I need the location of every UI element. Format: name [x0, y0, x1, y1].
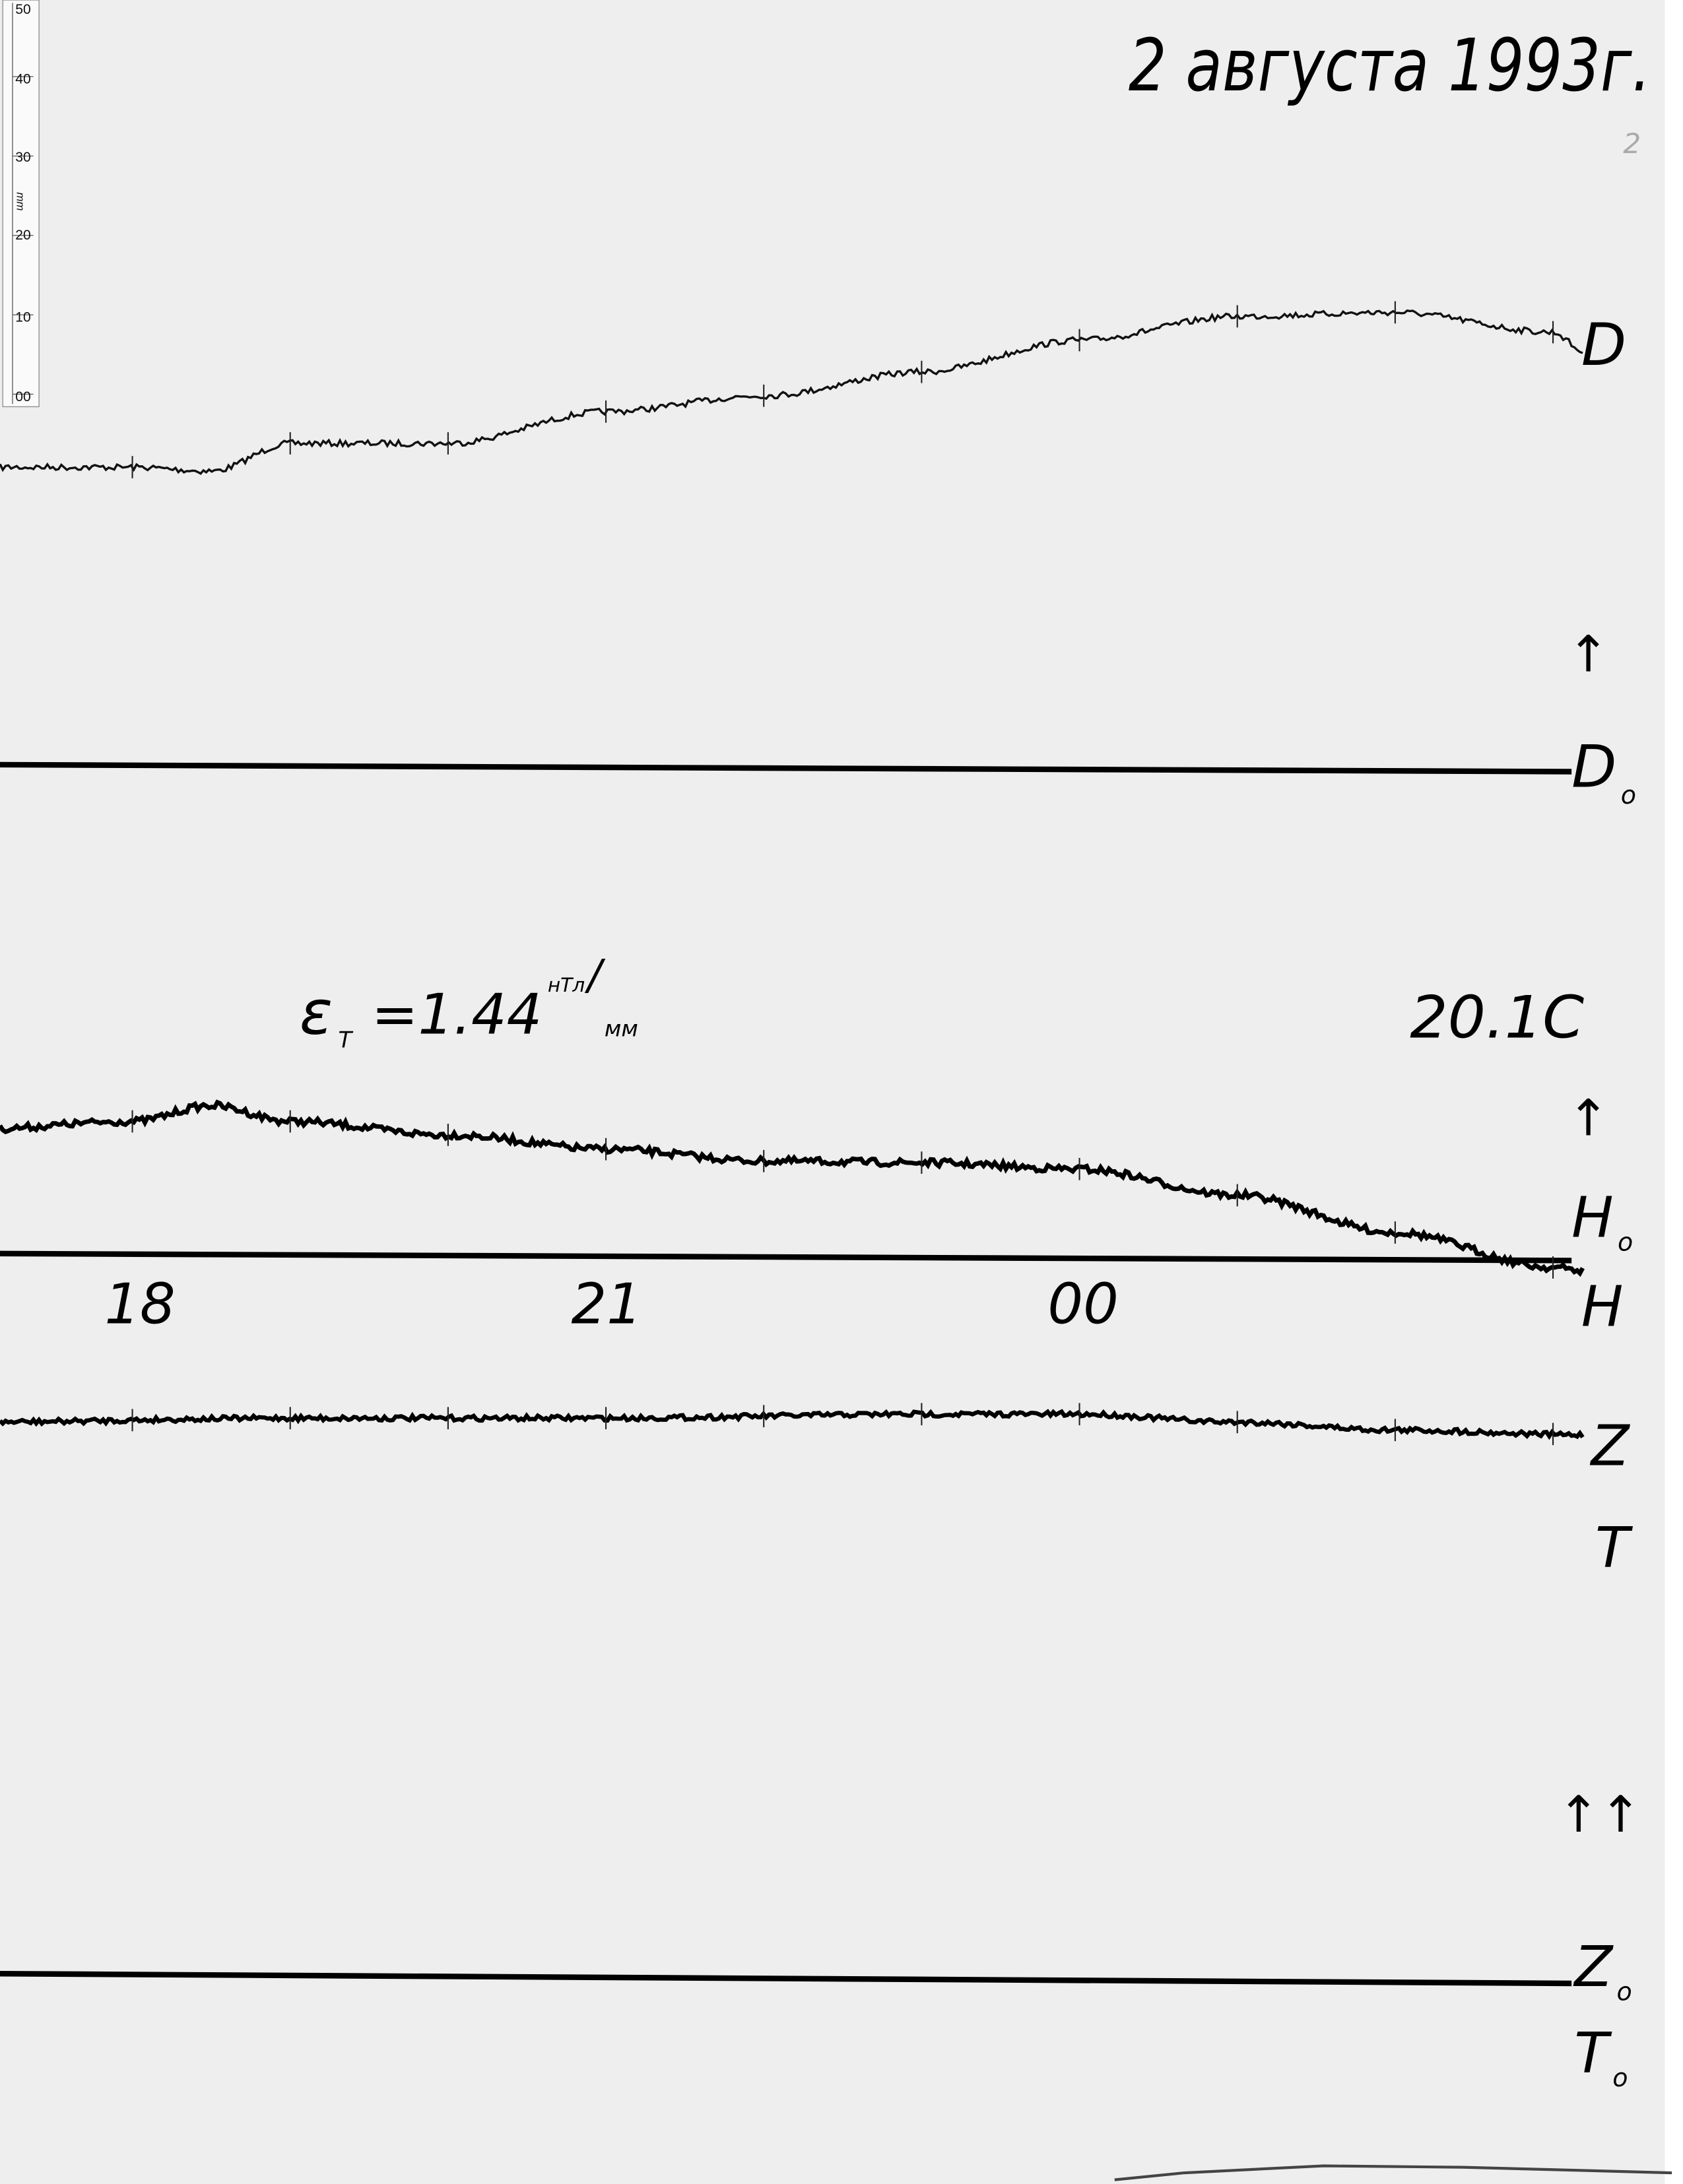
time-tick-18: 18 [104, 1271, 175, 1336]
mm-ruler: 00 10 20 30 40 50 mm [2, 0, 40, 408]
label-D0-sub: o [1621, 781, 1636, 810]
label-Z: Z [1590, 1414, 1631, 1479]
ruler-tick-50: 50 [15, 2, 30, 17]
label-H0-letter: H [1571, 1186, 1613, 1250]
scale-subscript: T [338, 1027, 353, 1052]
date-title: 2 августа 1993г. [1129, 23, 1651, 108]
arrow-up-H: ↑ [1568, 1088, 1610, 1147]
trace-D [0, 309, 1583, 475]
double-arrow-up-ZT: ↑↑ [1558, 1785, 1641, 1844]
scale-symbol: ε [300, 977, 333, 1048]
label-D0-letter: D [1571, 733, 1616, 801]
scale-unit-bottom: мм [605, 1016, 638, 1042]
scale-value: =1.44 [372, 982, 543, 1046]
next-sheet-trace-fragment [1114, 2164, 1672, 2181]
ruler-unit: mm [14, 192, 26, 210]
label-H0-sub: o [1618, 1228, 1633, 1257]
time-tick-21: 21 [571, 1271, 642, 1336]
label-T0-sub: o [1612, 2063, 1628, 2092]
label-T: T [1595, 1516, 1634, 1580]
temperature-label: 20.1C [1410, 984, 1584, 1052]
paper-edge [1665, 0, 1683, 2184]
baseline-D0 [0, 761, 1572, 775]
ruler-tick-30: 30 [15, 150, 30, 165]
baseline-Z0 [0, 1970, 1572, 1987]
arrow-up-D: ↑ [1568, 625, 1610, 684]
scale-unit-top: нТл [548, 974, 585, 996]
traces [0, 302, 1585, 1446]
sheet-number: 2 [1623, 127, 1641, 160]
trace-H [0, 1099, 1585, 1277]
ruler-tick-40: 40 [15, 72, 30, 87]
ruler-tick-00: 00 [15, 389, 30, 404]
ruler-tick-20: 20 [15, 228, 30, 243]
ruler-tick-10: 10 [15, 310, 30, 325]
label-Z0-sub: o [1617, 1977, 1632, 2006]
label-Z0-letter: Z [1573, 1935, 1614, 1999]
baseline-H0 [0, 1250, 1572, 1264]
trace-Z [0, 1409, 1585, 1440]
label-H: H [1581, 1275, 1623, 1339]
label-D: D [1581, 311, 1626, 379]
scale-annotation: ε T =1.44 нТл/мм [300, 950, 638, 1053]
time-tick-00: 00 [1047, 1271, 1118, 1336]
label-T0-letter: T [1574, 2021, 1612, 2086]
